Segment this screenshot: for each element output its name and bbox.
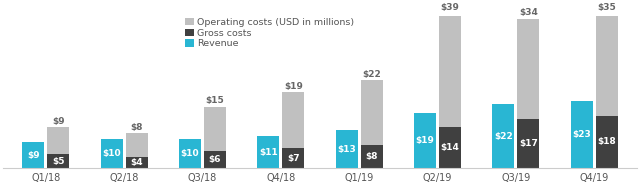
Text: $11: $11 — [259, 148, 278, 157]
Text: $9: $9 — [52, 117, 65, 126]
Text: $8: $8 — [131, 123, 143, 132]
Text: $10: $10 — [102, 149, 121, 158]
Text: $19: $19 — [415, 136, 435, 145]
Bar — [47, 154, 69, 168]
Text: $7: $7 — [287, 154, 300, 163]
Text: $34: $34 — [519, 8, 538, 17]
Text: $10: $10 — [180, 149, 199, 158]
Bar — [596, 13, 618, 116]
Bar — [125, 133, 148, 157]
Text: $13: $13 — [337, 145, 356, 154]
Text: $15: $15 — [205, 96, 225, 105]
Text: $19: $19 — [284, 82, 303, 91]
Bar — [571, 101, 593, 168]
Text: $14: $14 — [440, 143, 460, 152]
Text: $22: $22 — [494, 132, 513, 141]
Bar — [125, 157, 148, 168]
Bar — [492, 104, 515, 168]
Text: $18: $18 — [597, 137, 616, 147]
Text: $35: $35 — [597, 3, 616, 12]
Bar — [596, 116, 618, 168]
Bar — [517, 19, 540, 118]
Text: $23: $23 — [572, 130, 591, 139]
Bar — [204, 151, 226, 168]
Legend: Operating costs (USD in millions), Gross costs, Revenue: Operating costs (USD in millions), Gross… — [185, 18, 355, 49]
Text: $5: $5 — [52, 157, 65, 166]
Bar — [22, 142, 44, 168]
Text: $39: $39 — [440, 3, 460, 12]
Bar — [204, 107, 226, 151]
Text: $17: $17 — [519, 139, 538, 148]
Bar — [282, 92, 305, 148]
Text: $6: $6 — [209, 155, 221, 164]
Bar — [335, 130, 358, 168]
Bar — [361, 145, 383, 168]
Text: $22: $22 — [362, 70, 381, 79]
Bar — [47, 127, 69, 154]
Text: $4: $4 — [131, 158, 143, 167]
Text: $8: $8 — [365, 152, 378, 161]
Bar — [439, 127, 461, 168]
Bar — [517, 118, 540, 168]
Bar — [282, 148, 305, 168]
Text: $9: $9 — [27, 151, 40, 160]
Bar — [439, 13, 461, 127]
Bar — [100, 139, 123, 168]
Bar — [414, 113, 436, 168]
Bar — [257, 136, 279, 168]
Bar — [179, 139, 201, 168]
Bar — [361, 80, 383, 145]
